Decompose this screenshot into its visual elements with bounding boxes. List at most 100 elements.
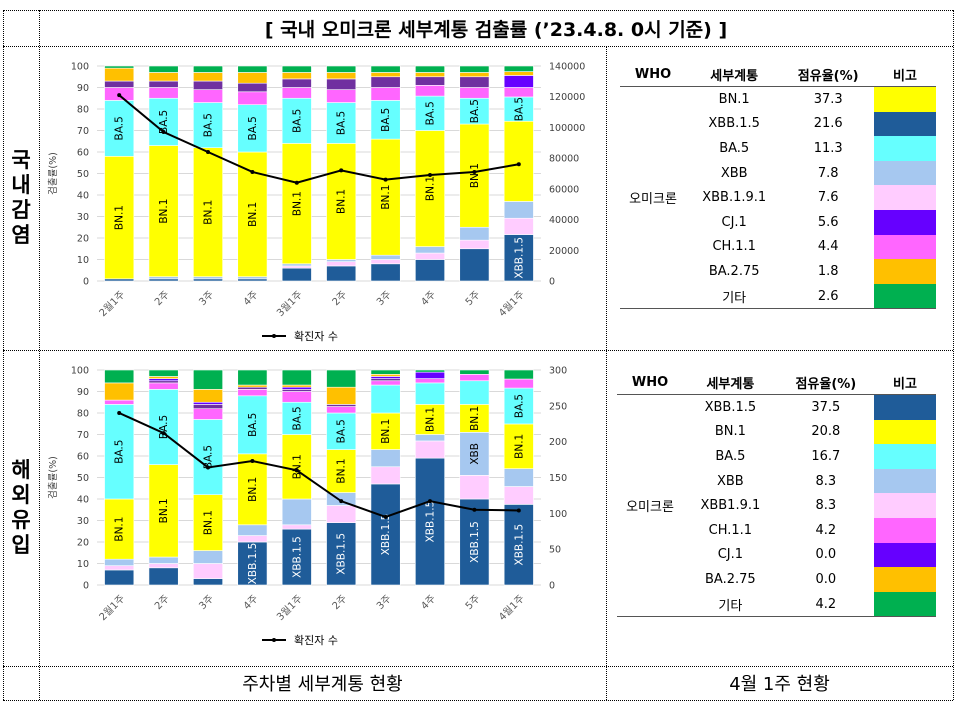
- region-char: 외: [11, 482, 31, 507]
- bar-segment: [370, 374, 401, 377]
- y2-tick-label: 60000: [549, 184, 579, 195]
- line-point: [161, 130, 166, 135]
- bar-segment: [237, 384, 268, 388]
- table-row: BA.5 11.3: [620, 136, 936, 161]
- bar-segment: [237, 369, 268, 386]
- bar-segment: [370, 100, 401, 140]
- y-tick-label: 10: [77, 559, 89, 570]
- color-swatch: [874, 209, 936, 235]
- bar-segment: [148, 464, 179, 558]
- bar-segment: [148, 567, 179, 586]
- bar-segment: [415, 85, 445, 97]
- table-row: BN.1 20.8: [617, 419, 936, 445]
- line-point: [428, 173, 432, 178]
- lineage-cell: CJ.1: [721, 214, 747, 230]
- bar-data-label: BN.1: [469, 406, 481, 431]
- bar-segment: [281, 265, 312, 269]
- table-row: BA.5 16.7: [617, 444, 936, 469]
- line-point: [294, 468, 299, 473]
- bar-segment: [281, 369, 312, 386]
- bar-segment: [503, 378, 534, 389]
- bar-segment: [326, 522, 357, 586]
- bar-segment: [148, 369, 179, 377]
- region-char: 염: [11, 223, 31, 248]
- line-point: [161, 431, 166, 436]
- bar-segment: [281, 143, 312, 265]
- bar-segment: [370, 72, 401, 78]
- bar-segment: [503, 75, 534, 88]
- x-tick-label: 3주: [197, 593, 216, 612]
- lineage-cell: BN.1: [714, 424, 746, 440]
- y-tick-label: 60: [77, 148, 89, 159]
- bar-data-label: BN.1: [247, 477, 259, 502]
- bar-segment: [193, 550, 223, 564]
- bar-segment: [415, 246, 445, 254]
- x-tick-label: 2주: [153, 593, 172, 612]
- bar-segment: [415, 382, 445, 405]
- bar-segment: [104, 67, 135, 82]
- bar-segment: [370, 254, 401, 260]
- bar-segment: [370, 65, 401, 73]
- column-header: 비고: [874, 62, 936, 87]
- line-point: [472, 507, 477, 512]
- legend-label: 확진자 수: [294, 330, 338, 343]
- page-title: [ 국내 오미크론 세부계통 검출률 (’23.4.8. 0시 기준) ]: [264, 18, 728, 41]
- share-cell: 8.3: [815, 473, 837, 489]
- bar-segment: [104, 569, 135, 586]
- x-tick-label: 3주: [375, 593, 394, 612]
- bar-segment: [104, 399, 135, 405]
- bar-segment: [104, 278, 135, 282]
- bar-segment: [326, 72, 357, 80]
- bar-segment: [459, 498, 490, 586]
- bar-segment: [193, 276, 223, 280]
- line-point: [516, 162, 521, 167]
- x-tick-label: 4주: [419, 593, 438, 612]
- bar-data-label: BN.1: [336, 189, 348, 214]
- color-swatch: [874, 234, 936, 260]
- bar-data-label: BA.5: [380, 108, 392, 132]
- y-tick-label: 30: [77, 212, 89, 223]
- bar-segment: [326, 89, 357, 103]
- bar-data-label: BA.5: [513, 394, 525, 418]
- table-row: BA.2.75 1.8: [620, 259, 936, 284]
- y-tick-label: 0: [83, 277, 89, 288]
- y-tick-label: 0: [83, 581, 89, 592]
- bar-segment: [459, 404, 490, 433]
- bar-segment: [281, 384, 312, 388]
- who-group-cell: 오미크론: [620, 86, 686, 310]
- x-tick-label: 5주: [464, 289, 483, 308]
- line-point: [117, 411, 122, 415]
- bar-data-label: BA.5: [336, 419, 348, 443]
- color-swatch: [874, 283, 936, 310]
- bar-segment: [370, 138, 401, 256]
- lineage-cell: CH.1.1: [708, 522, 753, 538]
- y-tick-label: 80: [77, 409, 89, 420]
- bar-data-label: BN.1: [203, 200, 215, 225]
- bar-segment: [104, 65, 135, 69]
- lineage-cell: XBB.1.9.1: [702, 190, 767, 206]
- y-axis-title: 검출률(%): [47, 456, 59, 499]
- lineage-cell: BA.5: [715, 448, 746, 464]
- bar-segment: [237, 104, 268, 153]
- region-label-domestic: 국 내 감 염: [3, 46, 39, 350]
- bar-segment: [237, 278, 268, 282]
- bar-data-label: BA.5: [158, 110, 170, 134]
- grid-line: [3, 46, 953, 47]
- bar-segment: [459, 380, 490, 405]
- y-tick-label: 20: [77, 538, 89, 549]
- bar-data-label: XBB.1.5: [336, 533, 348, 575]
- bar-segment: [193, 401, 223, 405]
- column-header: WHO: [620, 62, 686, 87]
- table-row: XBB 7.8: [620, 160, 936, 186]
- column-header: 세부계통: [683, 370, 778, 395]
- bar-data-label: BA.5: [247, 413, 259, 437]
- table-header-row: WHO 세부계통 점유율(%) 비고: [617, 370, 936, 395]
- bar-segment: [148, 556, 179, 564]
- y-tick-label: 10: [77, 255, 89, 266]
- color-swatch: [874, 111, 936, 137]
- bar-segment: [459, 65, 490, 73]
- bar-segment: [281, 524, 312, 530]
- domestic-stacked-bar-chart: 0 10 20 30 40 50 60 70 80 90 100 0 20000 40000 60000 80…: [47, 62, 585, 344]
- bar-data-label: BA.5: [469, 99, 481, 123]
- x-tick-label: 4주: [242, 289, 261, 308]
